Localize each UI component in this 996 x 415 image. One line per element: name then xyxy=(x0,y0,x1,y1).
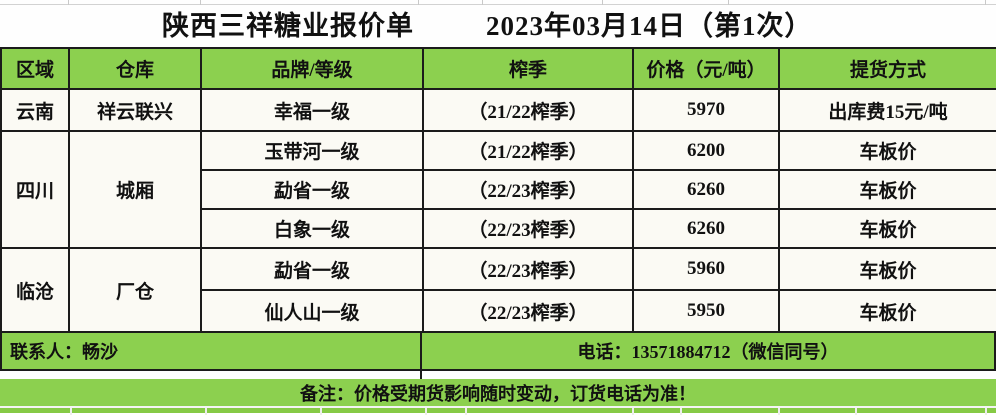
cell-price: 5950 xyxy=(632,289,780,333)
header-cell-season: 榨季 xyxy=(422,47,634,90)
cell-delivery: 车板价 xyxy=(778,169,996,210)
cell-season: （21/22榨季） xyxy=(422,130,634,171)
header-cell-brand: 品牌/等级 xyxy=(200,47,424,90)
cell-delivery: 车板价 xyxy=(778,130,996,171)
cell-brand: 白象一级 xyxy=(200,208,424,249)
cell-delivery: 出库费15元/吨 xyxy=(778,88,996,132)
table-row: 仙人山一级 （22/23榨季） 5950 车板价 xyxy=(1,289,996,333)
cell-price: 6260 xyxy=(632,208,780,249)
row-gap xyxy=(0,371,996,379)
header-cell-price: 价格（元/吨） xyxy=(632,47,780,90)
report-date: 2023年03月14日（第1次） xyxy=(486,11,813,41)
cell-price: 5970 xyxy=(632,88,780,132)
cell-price: 6260 xyxy=(632,169,780,210)
quotation-table: 区域 仓库 品牌/等级 榨季 价格（元/吨） 提货方式 云南 祥云联兴 幸福一级… xyxy=(0,47,996,333)
cell-brand: 幸福一级 xyxy=(200,88,424,132)
cell-warehouse: 城厢 xyxy=(68,130,202,249)
top-gridline-remnant xyxy=(0,0,996,5)
cell-season: （21/22榨季） xyxy=(422,88,634,132)
table-row: 白象一级 （22/23榨季） 6260 车板价 xyxy=(1,208,996,249)
cell-brand: 玉带河一级 xyxy=(200,130,424,171)
cell-season: （22/23榨季） xyxy=(422,247,634,291)
cell-price: 5960 xyxy=(632,247,780,291)
contact-row: 联系人：畅沙 电话：13571884712（微信同号） xyxy=(0,333,996,371)
cell-region: 四川 xyxy=(0,130,70,249)
cell-brand: 勐省一级 xyxy=(200,247,424,291)
header-cell-delivery: 提货方式 xyxy=(778,47,996,90)
cell-warehouse: 厂仓 xyxy=(68,247,202,333)
header-row: 区域 仓库 品牌/等级 榨季 价格（元/吨） 提货方式 xyxy=(0,47,996,90)
cell-brand: 仙人山一级 xyxy=(200,289,424,333)
title-row: 陕西三祥糖业报价单 2023年03月14日（第1次） xyxy=(0,0,996,47)
table-row: 云南 祥云联兴 幸福一级 （21/22榨季） 5970 出库费15元/吨 xyxy=(0,88,996,132)
cell-delivery: 车板价 xyxy=(778,208,996,249)
contact-phone: 电话：13571884712（微信同号） xyxy=(577,342,839,362)
table-row: 临沧 厂仓 勐省一级 （22/23榨季） 5960 车板价 xyxy=(0,247,996,333)
cell-price: 6200 xyxy=(632,130,780,171)
cell-brand: 勐省一级 xyxy=(200,169,424,210)
cell-region: 临沧 xyxy=(0,247,70,333)
cell-delivery: 车板价 xyxy=(778,289,996,333)
table-row: 勐省一级 （22/23榨季） 6260 车板价 xyxy=(1,169,996,210)
cell-season: （22/23榨季） xyxy=(422,169,634,210)
cell-warehouse: 祥云联兴 xyxy=(68,88,202,132)
header-cell-warehouse: 仓库 xyxy=(68,47,202,90)
cell-season: （22/23榨季） xyxy=(422,208,634,249)
cell-delivery: 车板价 xyxy=(778,247,996,291)
report-title: 陕西三祥糖业报价单 xyxy=(162,11,414,41)
cell-region: 云南 xyxy=(0,88,70,132)
header-cell-region: 区域 xyxy=(0,47,70,90)
contact-person: 联系人：畅沙 xyxy=(2,333,422,369)
cell-season: （22/23榨季） xyxy=(422,289,634,333)
table-row: 四川 城厢 玉带河一级 （21/22榨季） 6200 车板价 xyxy=(0,130,996,249)
remark-row: 备注：价格受期货影响随时变动，订货电话为准！ xyxy=(0,379,996,406)
